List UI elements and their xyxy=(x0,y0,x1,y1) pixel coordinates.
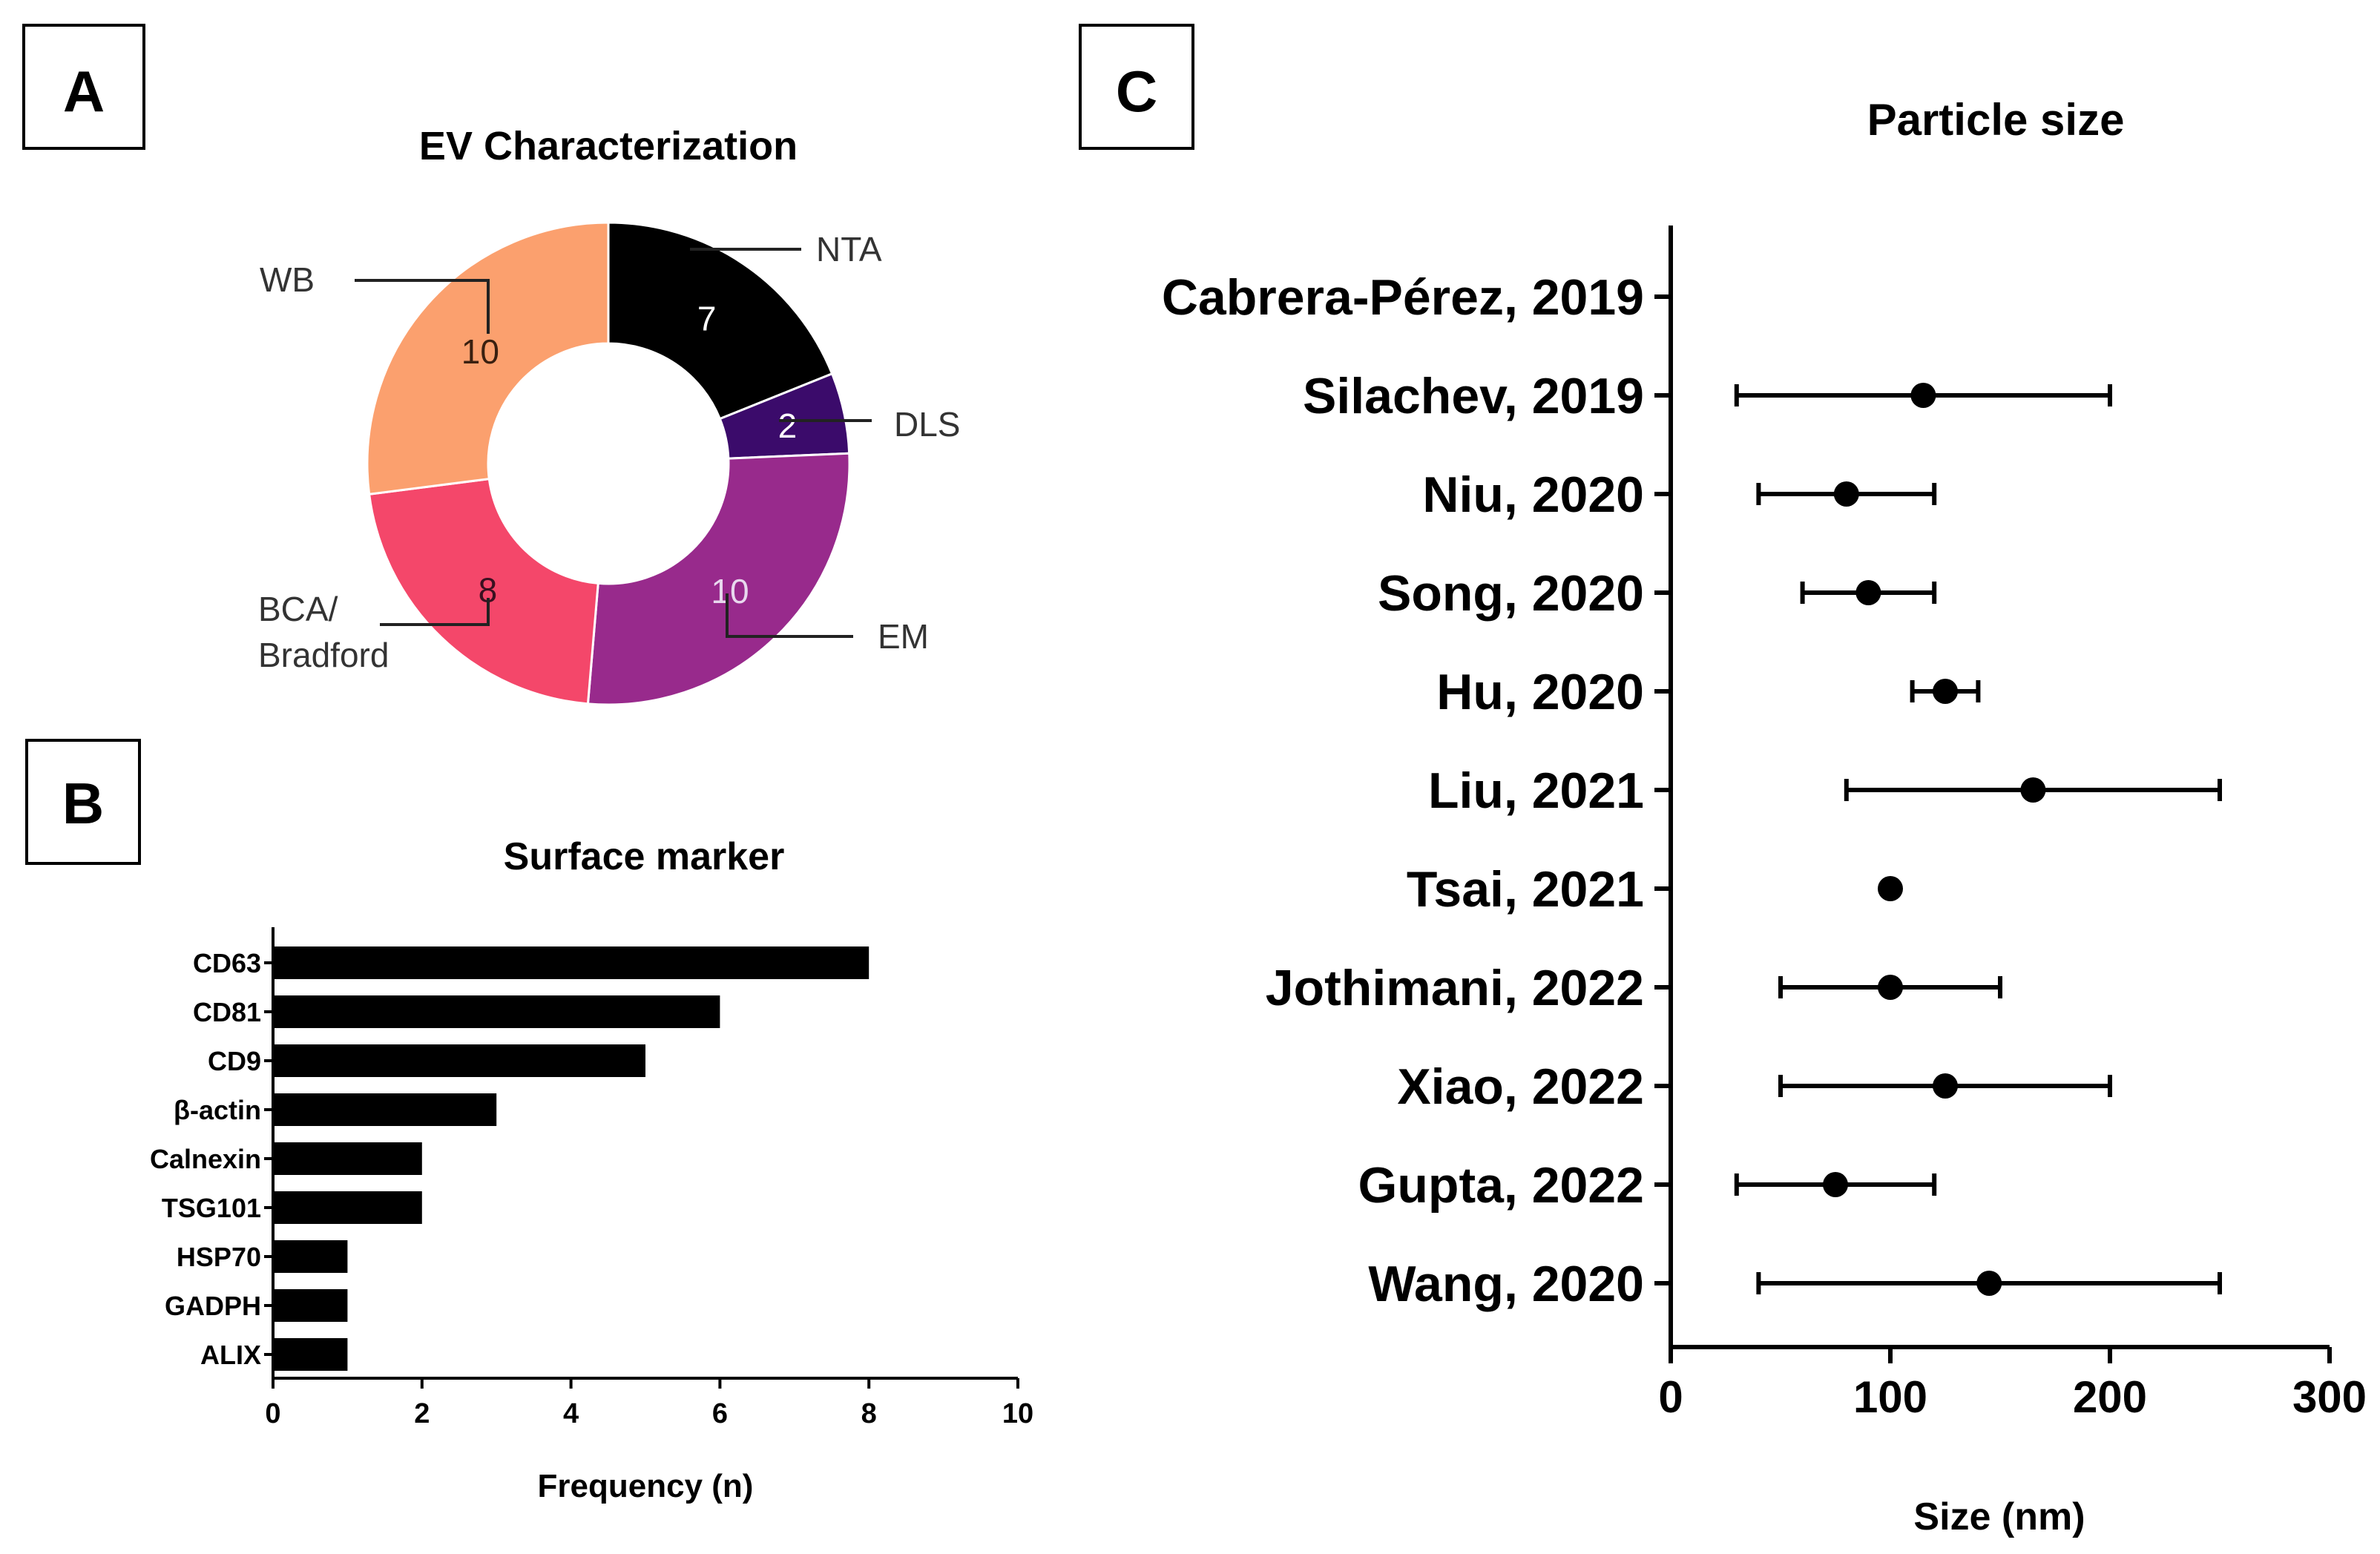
forest-xlabel: Size (nm) xyxy=(1913,1495,2085,1538)
donut-label-bradford: Bradford xyxy=(258,636,389,674)
donut-slice xyxy=(586,452,851,706)
bar xyxy=(273,1044,645,1077)
forest-point xyxy=(1878,975,1903,1000)
donut-value-label: 10 xyxy=(711,572,749,610)
bar xyxy=(273,1240,348,1273)
forest-point xyxy=(2020,777,2046,803)
forest-point xyxy=(1855,580,1881,605)
panel-c: C Particle size Cabrera-Pérez, 2019 Silac… xyxy=(1079,24,2367,1538)
donut-value-label: 10 xyxy=(461,332,499,371)
bar-x-tick-label: 8 xyxy=(861,1398,877,1429)
bar xyxy=(273,1093,497,1126)
donut-slice xyxy=(607,221,834,421)
donut-leader-line xyxy=(380,598,490,626)
bar-category-label: TSG101 xyxy=(162,1193,261,1223)
forest-point xyxy=(1878,876,1903,901)
bar-x-tick-label: 2 xyxy=(414,1398,430,1429)
donut-label-wb: WB xyxy=(260,260,315,299)
forest-study-label: Niu, 2020 xyxy=(1422,467,1644,523)
donut-label-bca: BCA/ xyxy=(258,590,338,628)
bar-category-label: CD81 xyxy=(193,997,261,1027)
panel-a-label-box xyxy=(22,24,145,150)
panel-c-label-box xyxy=(1079,24,1194,150)
bar xyxy=(273,1338,348,1371)
bar-chart-xlabel: Frequency (n) xyxy=(538,1468,754,1504)
bar-x-tick-label: 10 xyxy=(1002,1398,1033,1429)
bar xyxy=(273,995,720,1028)
donut-label-nta: NTA xyxy=(816,230,882,269)
forest-study-label: Xiao, 2022 xyxy=(1397,1059,1644,1115)
donut-title: EV Characterization xyxy=(419,124,798,168)
forest-point xyxy=(1933,679,1958,704)
forest-x-tick-label: 200 xyxy=(2073,1372,2147,1422)
bar-x-tick-label: 6 xyxy=(712,1398,728,1429)
donut-slice xyxy=(366,221,610,495)
bar-chart: CD63 CD81 CD9 β-actin Calnexin TSG101 HSP70 GAD… xyxy=(150,927,1033,1429)
forest-title: Particle size xyxy=(1867,95,2125,145)
panel-a-label: A xyxy=(63,59,105,124)
bar-category-label: Calnexin xyxy=(150,1144,261,1174)
panel-a: A EV Characterization 7210810NTADLSEMBCA… xyxy=(22,24,960,706)
donut-value-label: 2 xyxy=(778,406,798,445)
forest-study-label: Wang, 2020 xyxy=(1368,1256,1644,1312)
bar-chart-title: Surface marker xyxy=(504,835,785,878)
bar-category-label: HSP70 xyxy=(177,1242,261,1272)
forest-point xyxy=(1933,1073,1958,1099)
forest-point xyxy=(1823,1172,1848,1197)
bar xyxy=(273,1142,422,1175)
forest-study-label: Liu, 2021 xyxy=(1428,763,1644,819)
bar xyxy=(273,1191,422,1224)
bar-category-label: CD9 xyxy=(208,1046,261,1076)
forest-study-label: Hu, 2020 xyxy=(1436,664,1644,720)
bar-category-label: CD63 xyxy=(193,948,261,978)
forest-study-label: Silachev, 2019 xyxy=(1303,368,1644,424)
bar-category-label: β-actin xyxy=(174,1095,261,1125)
forest-x-tick-label: 0 xyxy=(1658,1372,1683,1422)
forest-x-tick-label: 300 xyxy=(2292,1372,2367,1422)
donut-slice xyxy=(367,477,599,705)
forest-study-label: Tsai, 2021 xyxy=(1407,861,1644,918)
forest-study-label: Cabrera-Pérez, 2019 xyxy=(1162,269,1644,326)
donut-label-dls: DLS xyxy=(894,405,960,444)
bar xyxy=(273,946,870,979)
donut-label-em: EM xyxy=(878,617,929,656)
forest-plot: Cabrera-Pérez, 2019 Silachev, 2019 Niu, 20… xyxy=(1162,225,2367,1422)
panel-c-label: C xyxy=(1116,59,1157,124)
forest-point xyxy=(1976,1271,2002,1296)
forest-point xyxy=(1833,481,1859,507)
forest-study-label: Gupta, 2022 xyxy=(1358,1157,1645,1214)
donut-leader-line xyxy=(355,279,490,334)
panel-b-label: B xyxy=(62,771,104,836)
bar-category-label: GADPH xyxy=(165,1291,261,1321)
bar-category-label: ALIX xyxy=(200,1340,261,1370)
donut-leader-line xyxy=(726,593,853,638)
bar xyxy=(273,1289,348,1322)
donut-slices xyxy=(366,221,851,706)
panel-b-label-box xyxy=(25,739,141,865)
forest-x-tick-label: 100 xyxy=(1853,1372,1927,1422)
bar-x-tick-label: 4 xyxy=(563,1398,579,1429)
bar-x-tick-label: 0 xyxy=(265,1398,280,1429)
forest-study-label: Song, 2020 xyxy=(1378,565,1644,622)
panel-b: B Surface marker CD63 CD81 CD9 β-actin Calne… xyxy=(25,739,1033,1504)
forest-study-label: Jothimani, 2022 xyxy=(1266,960,1644,1016)
donut-value-label: 7 xyxy=(697,300,717,338)
forest-point xyxy=(1910,383,1936,408)
